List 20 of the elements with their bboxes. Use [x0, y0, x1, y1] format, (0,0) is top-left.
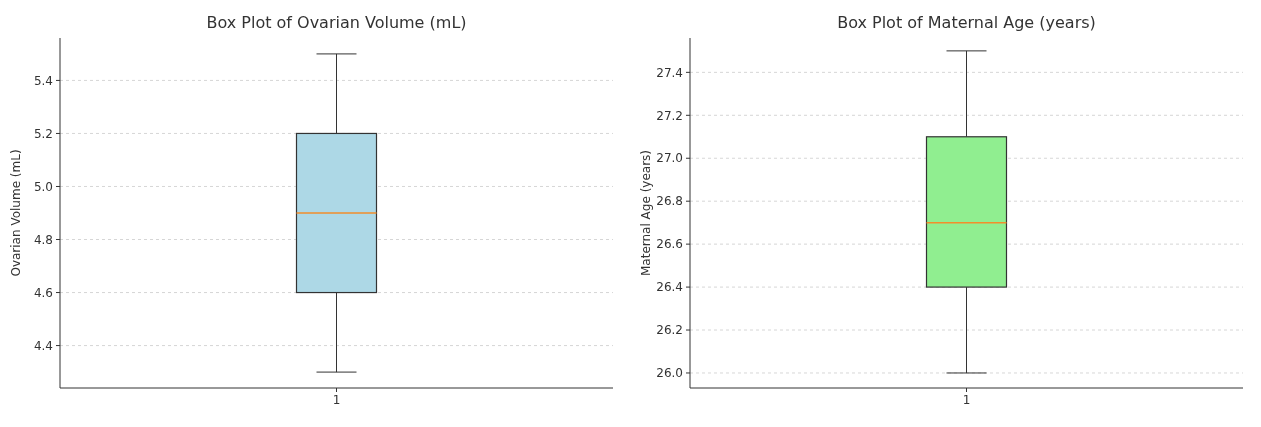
y-tick-label: 5.4 [33, 73, 53, 88]
y-tick-label: 26.0 [656, 366, 683, 381]
x-tick-label: 1 [332, 393, 341, 407]
y-tick-label: 4.6 [33, 285, 53, 300]
y-tick-label: 5.0 [33, 179, 53, 194]
y-tick-label: 27.2 [656, 108, 683, 123]
x-tick-label: 1 [962, 393, 971, 407]
y-tick-label: 27.4 [656, 65, 683, 80]
y-tick-label: 26.4 [656, 280, 683, 295]
chart-title: Box Plot of Maternal Age (years) [837, 13, 1096, 32]
y-tick-label: 26.6 [656, 237, 683, 252]
y-tick-label: 4.8 [33, 232, 53, 247]
chart-title: Box Plot of Ovarian Volume (mL) [206, 13, 467, 32]
y-axis-title: Maternal Age (years) [639, 149, 653, 277]
y-axis-title: Ovarian Volume (mL) [9, 149, 23, 277]
y-tick-label: 27.0 [656, 151, 683, 166]
y-tick-label: 4.4 [33, 338, 53, 353]
y-tick-label: 26.2 [656, 323, 683, 338]
y-tick-label: 5.2 [33, 126, 53, 141]
y-tick-label: 26.8 [656, 194, 683, 209]
